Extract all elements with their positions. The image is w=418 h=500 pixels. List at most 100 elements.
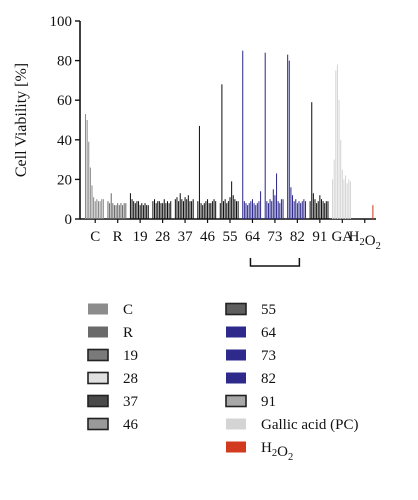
bar	[324, 203, 326, 219]
bar	[320, 199, 322, 219]
bar	[110, 193, 112, 219]
x-tick-label: 82	[290, 229, 305, 245]
legend-swatch	[226, 326, 246, 338]
bar	[125, 203, 127, 219]
legend-swatch	[226, 372, 246, 384]
legend-item: 73	[226, 348, 276, 364]
bar	[304, 201, 307, 219]
bar	[221, 84, 223, 219]
bar	[224, 199, 226, 219]
bar	[139, 205, 141, 219]
y-tick-label: 20	[57, 172, 72, 188]
bar	[168, 203, 170, 219]
bar	[207, 199, 209, 219]
bar	[303, 199, 305, 219]
legend-label: H2O2	[261, 440, 293, 463]
bar	[109, 203, 111, 219]
bar	[301, 201, 303, 219]
bar	[134, 203, 136, 219]
legend-item: 91	[225, 394, 276, 410]
x-tick-label: 37	[178, 229, 194, 245]
bar	[144, 203, 146, 219]
bar	[272, 189, 274, 219]
legend-label: C	[123, 302, 133, 318]
bar	[298, 201, 300, 219]
bar	[311, 102, 313, 219]
bar	[162, 203, 164, 219]
bar	[191, 201, 193, 219]
bar	[102, 199, 104, 219]
bar	[235, 201, 238, 219]
bar	[276, 173, 278, 219]
bar	[292, 195, 294, 219]
bar	[349, 181, 351, 219]
legend-item: H2O2	[226, 440, 293, 463]
bar	[187, 195, 189, 219]
legend-item: 55	[225, 302, 276, 318]
y-axis-label: Cell Viability [%]	[13, 63, 30, 177]
bar	[203, 203, 205, 219]
bar	[295, 199, 297, 219]
bar	[227, 201, 229, 219]
bar	[174, 199, 176, 219]
y-tick-label: 80	[57, 54, 72, 70]
bar	[146, 205, 148, 219]
legend-swatch	[226, 349, 246, 361]
bar	[309, 201, 311, 219]
bar	[256, 203, 258, 219]
bar	[237, 201, 239, 219]
bar	[250, 201, 252, 219]
legend-label: 19	[123, 348, 138, 364]
bar	[247, 205, 249, 219]
bar	[208, 203, 210, 219]
legend-label: 55	[261, 302, 276, 318]
bar	[336, 64, 338, 219]
bar	[282, 199, 284, 219]
legend-label: 64	[261, 325, 277, 341]
bar	[234, 199, 236, 219]
legend-swatch	[87, 348, 109, 362]
bar	[312, 193, 314, 219]
bar	[300, 203, 302, 219]
legend-item: 28	[87, 371, 138, 387]
bracket-line	[249, 258, 301, 267]
bar	[288, 60, 290, 219]
bar	[372, 205, 374, 219]
bar	[113, 205, 115, 219]
bar	[319, 195, 321, 219]
bar	[260, 191, 262, 219]
legend-swatch	[225, 302, 247, 316]
legend-swatch	[226, 418, 246, 430]
bar	[147, 205, 149, 219]
bar	[231, 181, 233, 219]
bar	[341, 169, 343, 219]
bar	[267, 203, 269, 219]
legend-item: 37	[87, 394, 139, 410]
legend-item: 46	[87, 417, 139, 433]
bar	[141, 203, 143, 219]
bar	[157, 201, 159, 219]
bar	[184, 197, 186, 219]
bar	[345, 175, 347, 219]
bar	[317, 201, 319, 219]
bar	[178, 201, 180, 219]
y-tick-label: 0	[65, 212, 73, 228]
bar	[133, 201, 135, 219]
bar	[340, 139, 342, 219]
bars	[85, 50, 374, 220]
x-tick-label: 73	[267, 229, 282, 245]
legend-item: R	[88, 325, 133, 341]
bar	[88, 141, 90, 219]
legend-label: 73	[261, 348, 276, 364]
bar	[163, 199, 165, 219]
x-tick-label: 64	[245, 229, 261, 245]
x-tick-label: 28	[155, 229, 170, 245]
bar	[274, 195, 276, 219]
bar	[186, 199, 188, 219]
bar	[86, 120, 88, 219]
bar	[152, 201, 154, 219]
legend-swatch	[87, 371, 109, 385]
x-tick-label: C	[90, 229, 100, 245]
